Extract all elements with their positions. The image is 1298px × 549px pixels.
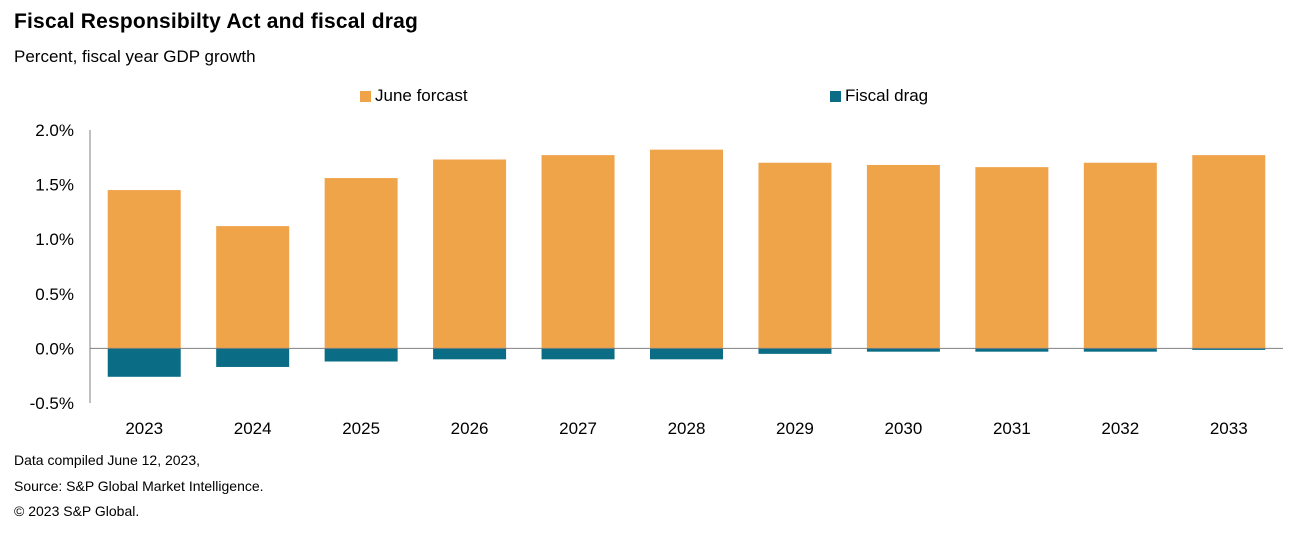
bar-fiscal-drag (216, 348, 290, 367)
x-tick-label: 2027 (559, 419, 597, 438)
legend-item-june-forcast: June forcast (360, 86, 468, 106)
chart-title: Fiscal Responsibilty Act and fiscal drag (14, 10, 418, 33)
bar-june-forcast (1083, 162, 1157, 349)
bar-fiscal-drag (107, 348, 181, 377)
bar-june-forcast (541, 155, 615, 349)
bar-june-forcast (975, 167, 1049, 349)
footer-copyright: © 2023 S&P Global. (14, 503, 140, 519)
bar-june-forcast (866, 164, 940, 349)
legend-swatch-june-forcast (360, 90, 371, 102)
bar-june-forcast (1192, 155, 1266, 349)
legend-label-june-forcast: June forcast (375, 86, 468, 105)
chart-legend: June forcast Fiscal drag (0, 86, 1298, 110)
bar-fiscal-drag (866, 348, 940, 352)
y-tick-label: 1.0% (35, 230, 74, 249)
bar-fiscal-drag (975, 348, 1049, 352)
x-tick-label: 2029 (776, 419, 814, 438)
bar-fiscal-drag (324, 348, 398, 362)
bar-june-forcast (650, 149, 723, 349)
x-tick-label: 2026 (451, 419, 489, 438)
x-tick-label: 2024 (234, 419, 272, 438)
x-tick-label: 2031 (993, 419, 1031, 438)
y-tick-label: 0.5% (35, 285, 74, 304)
x-tick-label: 2028 (668, 419, 706, 438)
chart-subtitle: Percent, fiscal year GDP growth (14, 47, 256, 66)
x-tick-label: 2023 (125, 419, 163, 438)
x-tick-label: 2025 (342, 419, 380, 438)
x-tick-label: 2032 (1101, 419, 1139, 438)
y-tick-label: -0.5% (30, 394, 74, 413)
bar-fiscal-drag (758, 348, 832, 354)
y-tick-label: 1.5% (35, 176, 74, 195)
bar-fiscal-drag (1192, 348, 1266, 350)
legend-item-fiscal-drag: Fiscal drag (830, 86, 928, 106)
bar-fiscal-drag (433, 348, 507, 360)
bar-fiscal-drag (1083, 348, 1157, 352)
legend-label-fiscal-drag: Fiscal drag (845, 86, 929, 105)
bar-fiscal-drag (650, 348, 723, 360)
legend-swatch-fiscal-drag (830, 90, 841, 102)
x-tick-label: 2030 (884, 419, 922, 438)
y-tick-label: 0.0% (35, 339, 74, 358)
bar-june-forcast (758, 162, 832, 349)
x-tick-label: 2033 (1210, 419, 1248, 438)
footer-source: Source: S&P Global Market Intelligence. (14, 478, 264, 494)
bar-june-forcast (324, 178, 398, 349)
bar-june-forcast (433, 159, 507, 349)
y-tick-label: 2.0% (35, 121, 74, 140)
footer-date: Data compiled June 12, 2023, (14, 452, 201, 468)
bar-june-forcast (107, 190, 181, 349)
bar-fiscal-drag (541, 348, 615, 360)
bar-june-forcast (216, 226, 290, 349)
